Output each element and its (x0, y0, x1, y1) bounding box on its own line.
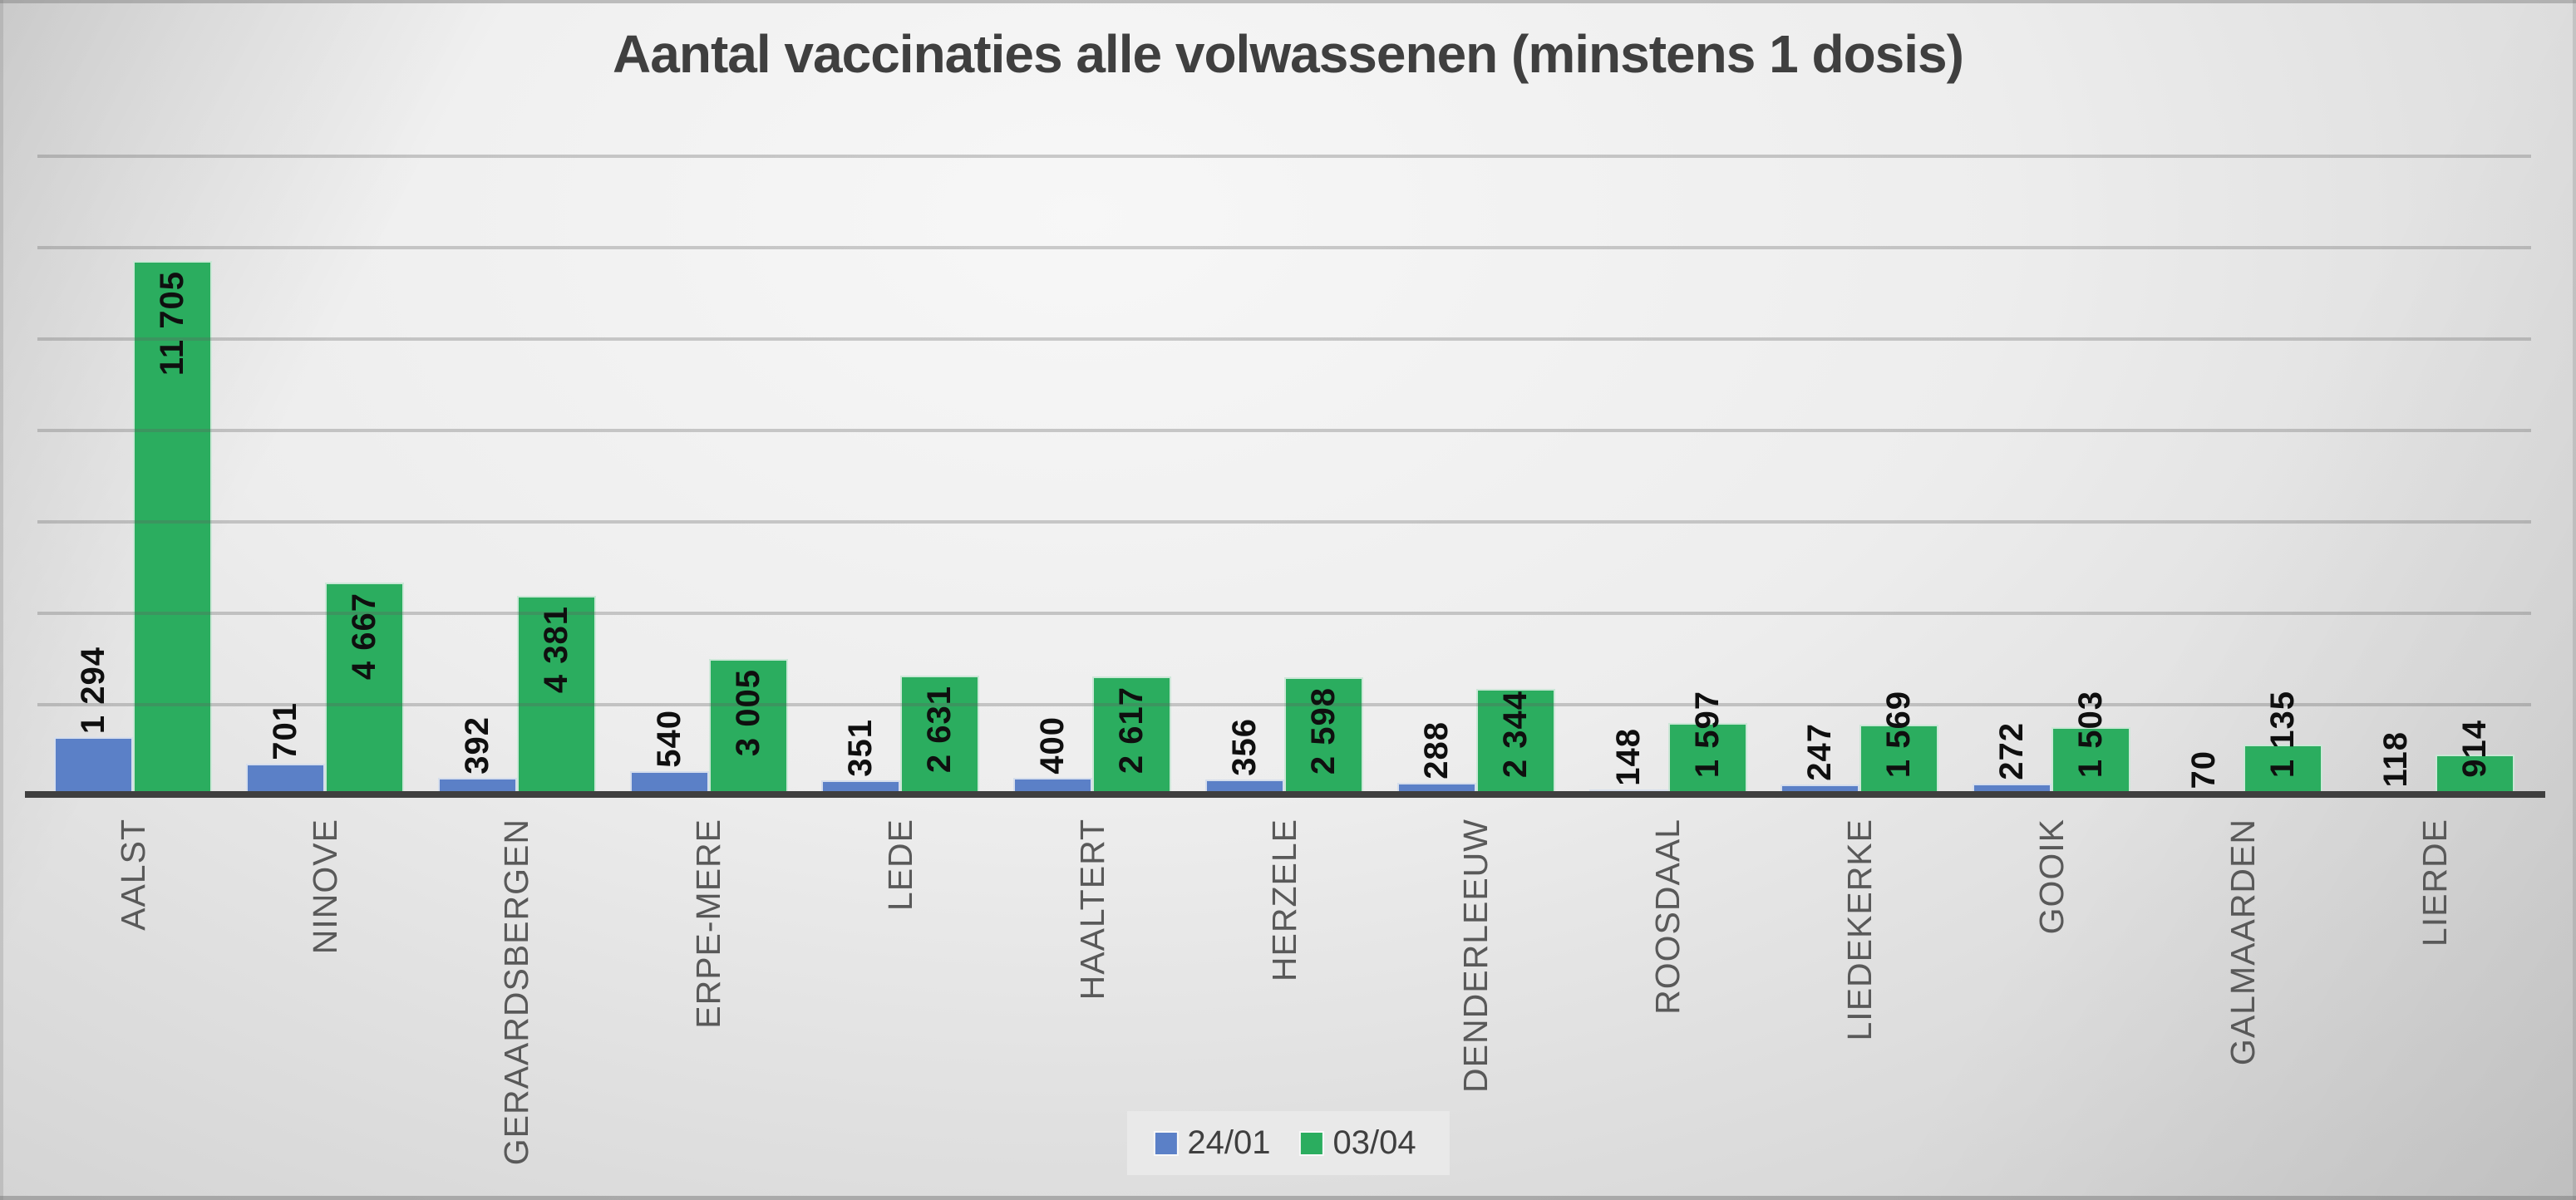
category-label-erpe-mere: ERPE-MERE (689, 819, 728, 1029)
category-label-roosdaal: ROOSDAAL (1648, 819, 1687, 1015)
data-label: 272 (1993, 722, 2031, 780)
bar-denderleeuw-03-04[interactable] (1475, 689, 1555, 796)
bar-aalst-24-01[interactable] (54, 736, 134, 796)
gridline (37, 337, 2531, 341)
category-label-geraardsbergen: GERAARDSBERGEN (497, 819, 536, 1166)
data-label: 4 667 (346, 593, 383, 681)
data-label: 392 (458, 716, 495, 775)
category-label-lierde: LIERDE (2416, 819, 2455, 947)
data-label: 2 598 (1305, 687, 1342, 775)
category-label-herzele: HERZELE (1264, 819, 1303, 982)
category-label-liedekerke: LIEDEKERKE (1840, 819, 1879, 1041)
category-label-ninove: NINOVE (305, 819, 344, 955)
gridline (37, 246, 2531, 249)
gridline (37, 155, 2531, 158)
data-label: 540 (650, 710, 687, 769)
bar-herzele-03-04[interactable] (1284, 677, 1363, 796)
gridline (37, 612, 2531, 615)
data-label: 288 (1417, 721, 1455, 780)
x-axis-line (25, 791, 2545, 798)
data-label: 247 (1801, 723, 1839, 782)
legend-swatch-blue (1155, 1132, 1177, 1154)
data-label: 1 294 (75, 646, 112, 734)
bar-ninove-03-04[interactable] (325, 583, 405, 796)
data-label: 70 (2184, 750, 2222, 789)
bar-roosdaal-03-04[interactable] (1667, 723, 1747, 796)
data-label: 148 (1609, 727, 1647, 786)
data-label: 2 631 (921, 686, 958, 774)
bar-aalst-03-04[interactable] (133, 261, 213, 796)
legend[interactable]: 24/01 03/04 (1126, 1111, 1450, 1175)
data-label: 2 344 (1496, 691, 1534, 779)
bar-gooik-03-04[interactable] (2051, 727, 2131, 796)
data-label: 1 503 (2072, 691, 2110, 779)
bar-liedekerke-03-04[interactable] (1859, 724, 1939, 796)
category-label-lede: LEDE (880, 819, 919, 912)
gridline (37, 429, 2531, 432)
legend-item-24-01[interactable]: 24/01 (1155, 1124, 1271, 1162)
bar-geraardsbergen-03-04[interactable] (516, 596, 596, 796)
legend-item-03-04[interactable]: 03/04 (1300, 1124, 1416, 1162)
data-label: 4 381 (537, 606, 574, 694)
category-label-galmaarden: GALMAARDEN (2224, 819, 2263, 1066)
category-label-aalst: AALST (113, 819, 152, 931)
data-label: 701 (267, 702, 304, 761)
bar-galmaarden-03-04[interactable] (2243, 744, 2322, 796)
data-label: 3 005 (729, 668, 766, 756)
gridline (37, 703, 2531, 706)
category-label-gooik: GOOIK (2032, 819, 2071, 935)
data-label: 1 597 (1688, 691, 1726, 779)
data-label: 914 (2455, 720, 2493, 778)
legend-swatch-green (1300, 1132, 1322, 1154)
data-label: 2 617 (1113, 686, 1150, 775)
chart-title[interactable]: Aantal vaccinaties alle volwassenen (min… (613, 24, 1964, 84)
gridline (37, 520, 2531, 524)
bar-lierde-03-04[interactable] (2435, 754, 2514, 796)
data-label: 356 (1226, 718, 1263, 777)
data-label: 118 (2377, 730, 2414, 788)
bar-ninove-24-01[interactable] (246, 764, 326, 796)
data-label: 1 569 (1880, 691, 1918, 779)
bar-erpe-mere-03-04[interactable] (708, 658, 788, 796)
data-label: 400 (1034, 716, 1071, 775)
data-label: 11 705 (154, 271, 191, 376)
legend-label-03-04: 03/04 (1332, 1124, 1416, 1161)
bar-haaltert-03-04[interactable] (1092, 676, 1172, 796)
category-label-denderleeuw: DENDERLEEUW (1456, 819, 1495, 1093)
data-label: 351 (842, 718, 879, 777)
data-label: 1 135 (2263, 691, 2301, 779)
category-label-haaltert: HAALTERT (1072, 819, 1111, 1001)
legend-label-24-01: 24/01 (1187, 1124, 1271, 1161)
bar-lede-03-04[interactable] (900, 676, 980, 796)
